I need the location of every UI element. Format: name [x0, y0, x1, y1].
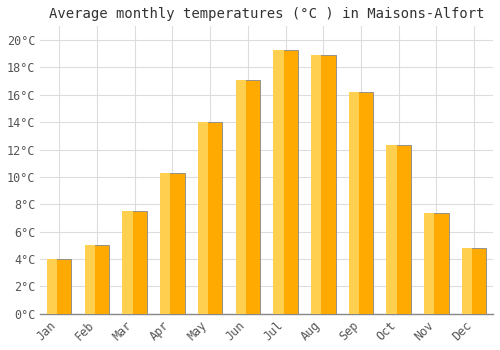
Bar: [236, 80, 260, 314]
Bar: [84, 245, 109, 314]
Bar: [311, 55, 336, 314]
Bar: [47, 259, 72, 314]
Bar: [236, 80, 246, 314]
Bar: [122, 211, 132, 314]
Bar: [274, 50, 298, 314]
Bar: [198, 122, 222, 314]
Bar: [386, 146, 397, 314]
Bar: [424, 212, 434, 314]
Bar: [47, 259, 57, 314]
Bar: [386, 146, 411, 314]
Bar: [424, 212, 448, 314]
Bar: [160, 173, 184, 314]
Title: Average monthly temperatures (°C ) in Maisons-Alfort: Average monthly temperatures (°C ) in Ma…: [49, 7, 484, 21]
Bar: [462, 248, 486, 314]
Bar: [311, 55, 322, 314]
Bar: [348, 92, 359, 314]
Bar: [160, 173, 170, 314]
Bar: [122, 211, 147, 314]
Bar: [84, 245, 95, 314]
Bar: [462, 248, 472, 314]
Bar: [198, 122, 208, 314]
Bar: [348, 92, 374, 314]
Bar: [274, 50, 283, 314]
